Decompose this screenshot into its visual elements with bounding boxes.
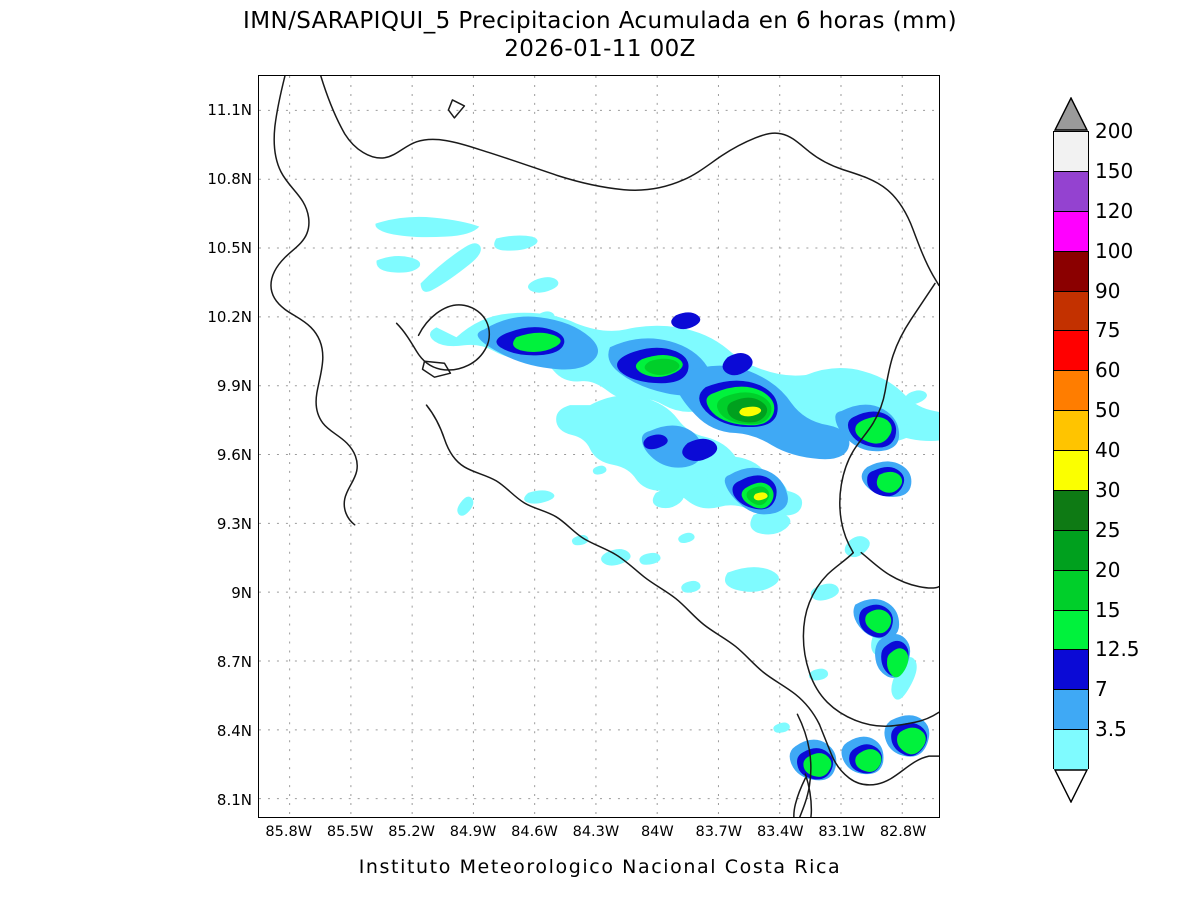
colorbar-segment <box>1054 570 1088 611</box>
colorbar-segment <box>1054 211 1088 252</box>
footer-credit: Instituto Meteorologico Nacional Costa R… <box>358 856 842 878</box>
coast-nicoya-peninsula <box>395 304 491 371</box>
colorbar-segment <box>1054 530 1088 571</box>
colorbar-over-arrow <box>1053 97 1089 131</box>
precip-band-15-20-south <box>803 727 926 777</box>
y-tick-label: 9.3N <box>216 514 252 533</box>
x-tick-label: 84W <box>640 824 674 840</box>
colorbar-tick-label: 7 <box>1095 677 1108 702</box>
x-tick-label: 85.5W <box>326 824 374 840</box>
colorbar-tick-label: 150 <box>1095 158 1134 183</box>
precip-band-3.5-7-east-arm <box>789 368 939 442</box>
coast-pacific-northwest <box>270 76 358 526</box>
colorbar-tick-label: 40 <box>1095 438 1121 462</box>
precip-band-30-40-guapiles <box>753 492 768 501</box>
y-tick-label: 11.1N <box>207 100 252 119</box>
colorbar-under-arrow <box>1053 769 1089 803</box>
colorbar-tick-label: 12.5 <box>1095 637 1140 662</box>
y-axis-labels: 11.1N 10.8N 10.5N 10.2N 9.9N 9.6N 9.3N 9N 8.7N 8.… <box>198 75 252 818</box>
coast-panama-border <box>796 713 812 817</box>
inland-lake-north <box>447 99 466 119</box>
coast-golfito-inlet <box>793 773 813 817</box>
precip-band-3.5-7 <box>375 216 559 324</box>
inland-lake-arenal <box>421 360 452 378</box>
coast-caribbean-southeast <box>839 282 936 554</box>
colorbar-segment <box>1054 171 1088 212</box>
x-tick-label: 82.8W <box>879 824 927 840</box>
colorbar-tick-label: 20 <box>1095 557 1121 582</box>
y-tick-label: 9.9N <box>216 376 252 395</box>
precip-band-15-20-a <box>513 332 561 353</box>
colorbar: 200 150 120 100 90 75 60 50 40 30 25 20 15 12.5 7 3.5 <box>1053 97 1140 803</box>
colorbar-tick-label: 3.5 <box>1095 717 1127 742</box>
colorbar-segment <box>1054 451 1088 491</box>
colorbar-segment <box>1054 490 1088 531</box>
coast-pacific-central <box>425 404 821 725</box>
colorbar-segments <box>1053 131 1089 770</box>
colorbar-tick-label: 30 <box>1095 477 1121 502</box>
y-tick-label: 9N <box>231 583 252 602</box>
colorbar-tick-label: 60 <box>1095 358 1121 383</box>
y-tick-label: 8.1N <box>216 790 252 809</box>
colorbar-segment <box>1054 132 1088 172</box>
precip-band-15-20-e <box>855 416 892 444</box>
colorbar-segment <box>1054 730 1088 770</box>
y-tick-label: 9.6N <box>216 445 252 464</box>
x-axis-labels: 85.8W 85.5W 85.2W 84.9W 84.6W 84.3W 84W 83.7W 83… <box>258 824 940 848</box>
colorbar-segment <box>1054 371 1088 412</box>
x-tick-label: 83.4W <box>756 824 804 840</box>
precip-band-30-40-peak <box>739 406 762 417</box>
precipitation-map-plot <box>258 75 940 818</box>
y-tick-label: 10.5N <box>207 238 252 257</box>
coast-osa-golfodulce <box>818 723 939 786</box>
y-tick-label: 8.4N <box>216 721 252 740</box>
x-tick-label: 85.8W <box>265 824 313 840</box>
x-tick-label: 83.1W <box>818 824 865 840</box>
y-tick-label: 10.2N <box>207 307 252 326</box>
colorbar-tick-label: 75 <box>1095 318 1121 343</box>
colorbar-segment <box>1054 411 1088 451</box>
page-title-line1: IMN/SARAPIQUI_5 Precipitacion Acumulada … <box>243 8 957 34</box>
coast-limon-bay <box>860 551 939 589</box>
coastline-borders <box>270 76 939 817</box>
colorbar-segment <box>1054 650 1088 691</box>
y-tick-label: 10.8N <box>207 169 252 188</box>
x-tick-label: 84.6W <box>511 824 558 840</box>
coast-north-caribbean <box>320 76 939 287</box>
colorbar-segment <box>1054 251 1088 292</box>
precip-band-20-25-cell2 <box>644 358 680 375</box>
y-tick-label: 8.7N <box>216 652 252 671</box>
colorbar-tick-label: 25 <box>1095 517 1121 542</box>
x-tick-label: 84.3W <box>572 824 620 840</box>
colorbar-tick-label: 90 <box>1095 278 1121 303</box>
precip-band-15-20-f <box>876 471 903 493</box>
colorbar-segment <box>1054 690 1088 731</box>
precipitation-contours <box>375 216 939 781</box>
colorbar-tick-label: 200 <box>1095 119 1134 143</box>
precip-band-12.5-15-d <box>643 312 753 462</box>
map-canvas <box>259 76 939 817</box>
precip-band-15-20-g <box>865 609 909 678</box>
border-panama-caribbean <box>854 711 939 727</box>
x-tick-label: 83.7W <box>695 824 743 840</box>
colorbar-tick-label: 15 <box>1095 597 1121 622</box>
x-tick-label: 85.2W <box>388 824 435 840</box>
colorbar-tick-label: 100 <box>1095 238 1134 263</box>
x-tick-label: 84.9W <box>449 824 497 840</box>
colorbar-segment <box>1054 331 1088 372</box>
colorbar-segment <box>1054 291 1088 332</box>
coast-talamanca-inland <box>802 551 856 722</box>
colorbar-tick-label: 120 <box>1095 198 1134 223</box>
page-title-line2: 2026-01-11 00Z <box>504 36 696 62</box>
colorbar-tick-label: 50 <box>1095 398 1121 423</box>
colorbar-segment <box>1054 610 1088 651</box>
